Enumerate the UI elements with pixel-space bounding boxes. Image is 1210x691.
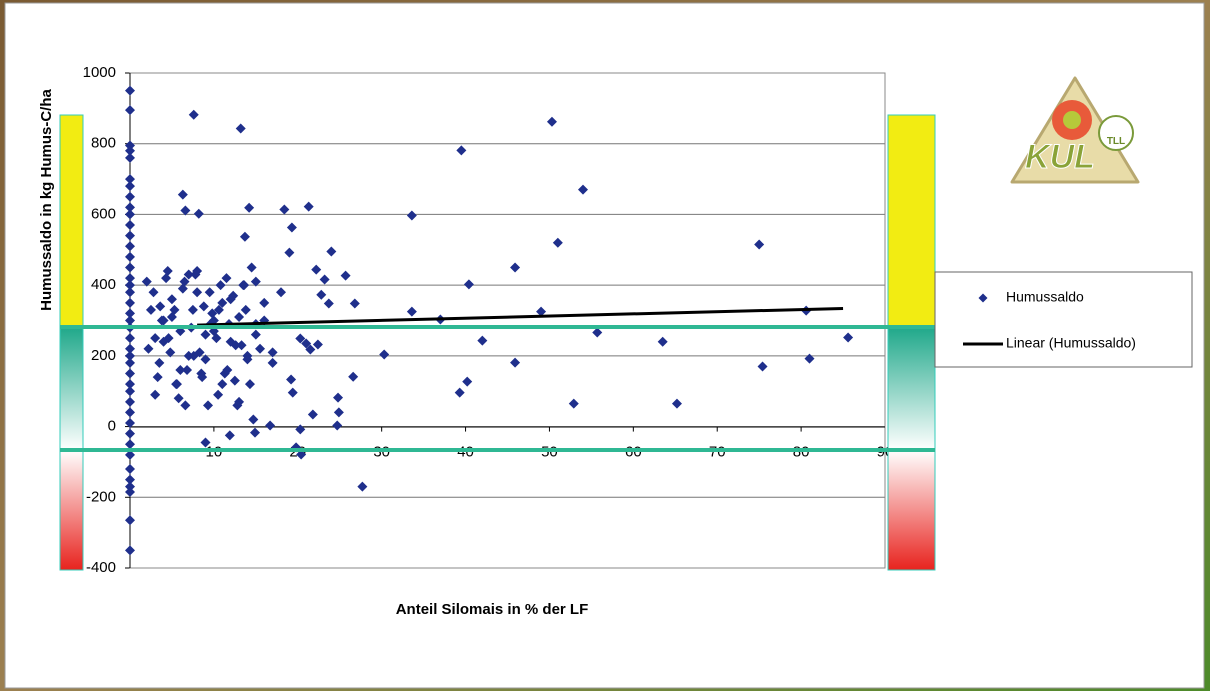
band-red <box>60 450 83 570</box>
page: {"chart_data": {"type": "scatter", "y_la… <box>0 0 1210 691</box>
legend-box <box>935 272 1192 367</box>
legend-label: Humussaldo <box>1006 289 1084 305</box>
x-tick-label: 80 <box>793 444 810 461</box>
band-teal <box>888 327 935 450</box>
y-tick-label: 1000 <box>83 64 116 81</box>
band-teal <box>60 327 83 450</box>
x-tick-label: 40 <box>457 444 474 461</box>
legend-label: Linear (Humussaldo) <box>1006 335 1136 351</box>
band-yellow <box>888 115 935 327</box>
y-tick-label: 600 <box>91 205 116 222</box>
y-tick-label: -400 <box>86 559 116 576</box>
logo-circle <box>1063 111 1081 129</box>
band-red <box>888 450 935 570</box>
chart: -400-20002004006008001000102030405060708… <box>0 0 1210 691</box>
y-tick-label: 200 <box>91 347 116 364</box>
y-tick-label: 0 <box>108 418 116 435</box>
x-tick-label: 10 <box>206 444 223 461</box>
logo-text: KUL <box>1025 138 1095 176</box>
x-tick-label: 50 <box>541 444 558 461</box>
y-axis-title: Humussaldo in kg Humus-C/ha <box>38 89 55 311</box>
y-tick-label: 400 <box>91 276 116 293</box>
y-tick-label: -200 <box>86 488 116 505</box>
x-tick-label: 60 <box>625 444 642 461</box>
logo-badge-text: TLL <box>1107 136 1125 147</box>
band-yellow <box>60 115 83 327</box>
x-axis-title: Anteil Silomais in % der LF <box>396 601 589 618</box>
x-tick-label: 30 <box>373 444 390 461</box>
x-tick-label: 70 <box>709 444 726 461</box>
y-tick-label: 800 <box>91 135 116 152</box>
